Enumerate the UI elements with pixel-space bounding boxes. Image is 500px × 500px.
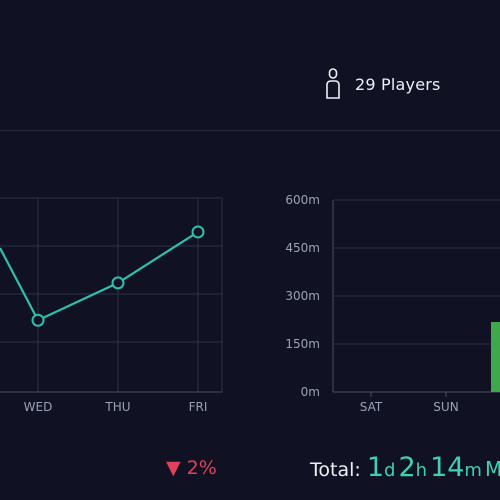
header-divider — [0, 130, 500, 131]
total-days: 1 — [366, 452, 385, 483]
down-arrow-icon: ▼ — [166, 457, 181, 479]
change-value: 2% — [186, 457, 217, 479]
total-minutes: 14 — [430, 452, 465, 483]
bar-x-tick-label: SAT — [360, 400, 383, 414]
bar-y-tick-label: 600m — [285, 193, 320, 207]
players-label: 29 Players — [355, 74, 441, 94]
total-time: Total: 1d 2h 14m M — [310, 452, 500, 483]
bar-y-tick-label: 450m — [285, 241, 320, 255]
line-x-tick-label: FRI — [189, 400, 208, 414]
bar-x-tick-label: SUN — [433, 400, 458, 414]
line-x-tick-label: THU — [104, 400, 130, 414]
line-point — [111, 276, 125, 290]
bar-y-tick-label: 300m — [285, 289, 320, 303]
person-icon — [326, 68, 340, 99]
line-x-tick-label: WED — [24, 400, 53, 414]
total-hours: 2 — [398, 452, 416, 483]
line-point — [191, 225, 205, 239]
total-minutes-unit: m — [464, 460, 482, 481]
total-tail: M — [484, 457, 500, 481]
total-label: Total: — [310, 459, 361, 481]
total-hours-unit: h — [415, 460, 428, 481]
line-series — [0, 231, 199, 322]
total-days-unit: d — [384, 460, 396, 481]
bar-y-tick-label: 150m — [285, 337, 320, 351]
change-indicator: ▼ 2% — [166, 457, 217, 479]
bar-partial — [491, 322, 500, 392]
players-count: 29 Players — [325, 64, 441, 104]
line-point — [31, 313, 45, 327]
bar-y-tick-label: 0m — [301, 385, 320, 399]
